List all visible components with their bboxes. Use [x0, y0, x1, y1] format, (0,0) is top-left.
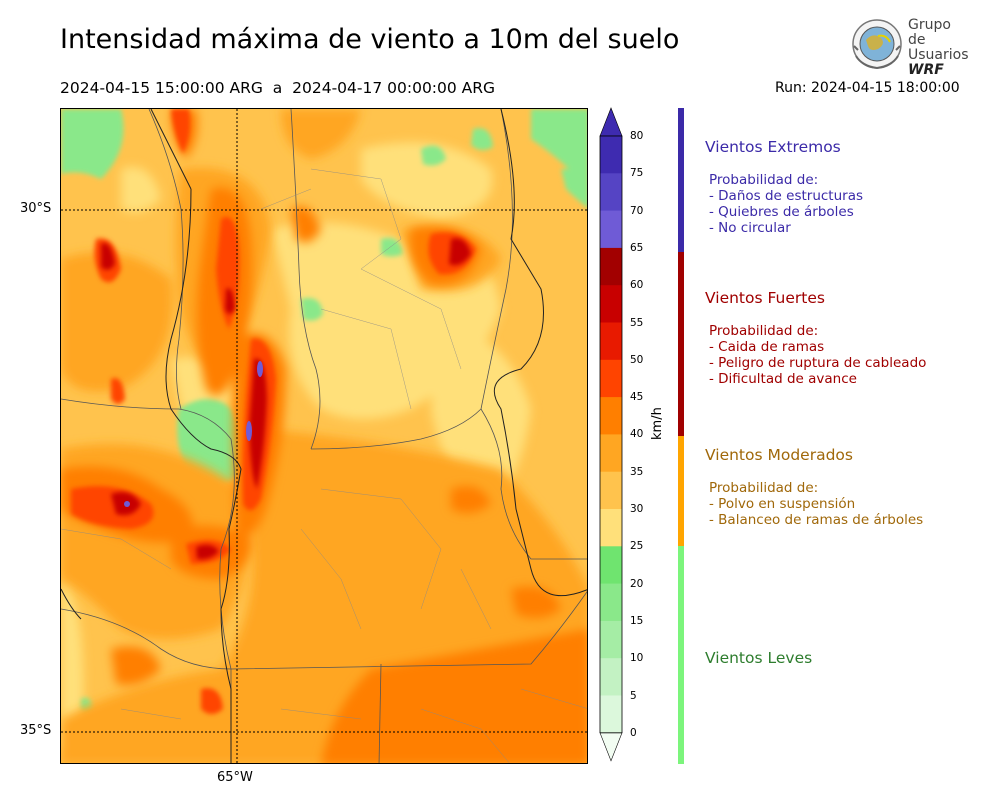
globe-seal-icon [852, 19, 902, 70]
colorbar-band [600, 434, 622, 473]
colorbar-extend-bottom [599, 732, 623, 762]
colorbar-tick-label: 55 [630, 316, 644, 329]
colorbar-tick-label: 30 [630, 503, 644, 515]
colorbar-tick-label: 70 [630, 204, 644, 217]
category-title-leves: Vientos Leves [705, 649, 813, 667]
wind-field-svg [61, 109, 587, 763]
wind-map [60, 108, 588, 764]
category-title-moderados: Vientos Moderados [705, 446, 853, 464]
colorbar-tick-label: 15 [630, 614, 644, 627]
colorbar-tick-label: 60 [630, 279, 644, 292]
colorbar-tick-label: 45 [630, 391, 644, 404]
logo-line1: Grupo de [908, 17, 951, 48]
run-time: Run: 2024-04-15 18:00:00 [775, 80, 960, 96]
logo-line2: Usuarios [908, 47, 969, 63]
colorbar-band [600, 247, 622, 286]
lat-label-30s: 30°S [20, 201, 52, 216]
colorbar-extend-top [599, 107, 623, 137]
lon-label-65w: 65°W [217, 770, 253, 785]
colorbar-svg [599, 107, 623, 762]
category-title-extremos: Vientos Extremos [705, 138, 841, 156]
colorbar-band [600, 210, 622, 249]
lat-label-35s: 35°S [20, 723, 52, 738]
colorbar-band [600, 322, 622, 361]
colorbar-band [600, 285, 622, 323]
category-desc-extremos: Probabilidad de: - Daños de estructuras … [709, 172, 864, 236]
colorbar [596, 106, 626, 772]
colorbar-band [600, 471, 622, 510]
legend-bar-fuertes [678, 252, 684, 436]
logo: Grupo de Usuarios WRF [848, 16, 969, 78]
colorbar-tick-label: 50 [630, 353, 644, 366]
colorbar-tick-label: 75 [630, 167, 644, 180]
logo-line3: WRF [908, 62, 944, 78]
category-title-fuertes: Vientos Fuertes [705, 289, 825, 307]
colorbar-band [600, 583, 622, 622]
legend-bar-leves [678, 546, 684, 764]
colorbar-tick-label: 65 [630, 241, 644, 254]
colorbar-tick-label: 35 [630, 465, 644, 478]
forecast-period: 2024-04-15 15:00:00 ARG a 2024-04-17 00:… [60, 79, 496, 97]
colorbar-band [600, 658, 622, 696]
colorbar-band [600, 546, 622, 585]
colorbar-band [600, 397, 622, 435]
colorbar-tick-label: 40 [630, 428, 644, 441]
category-desc-moderados: Probabilidad de: - Polvo en suspensión -… [709, 480, 924, 528]
colorbar-unit: km/h [650, 407, 665, 440]
colorbar-tick-label: 20 [630, 577, 644, 590]
colorbar-tick-label: 5 [630, 689, 637, 702]
colorbar-band [600, 509, 622, 547]
colorbar-band [600, 620, 622, 659]
colorbar-tick-label: 80 [630, 130, 644, 142]
colorbar-tick-label: 25 [630, 540, 644, 553]
colorbar-band [600, 173, 622, 212]
colorbar-tick-label: 0 [630, 726, 637, 739]
legend-bar-moderados [678, 436, 684, 546]
colorbar-band [600, 136, 622, 174]
colorbar-band [600, 359, 622, 398]
colorbar-band [600, 695, 622, 734]
page-title: Intensidad máxima de viento a 10m del su… [60, 24, 680, 55]
colorbar-outline [599, 135, 623, 734]
colorbar-tick-label: 10 [630, 652, 644, 665]
legend-bar-extremos [678, 108, 684, 252]
category-desc-fuertes: Probabilidad de: - Caida de ramas - Peli… [709, 323, 927, 387]
